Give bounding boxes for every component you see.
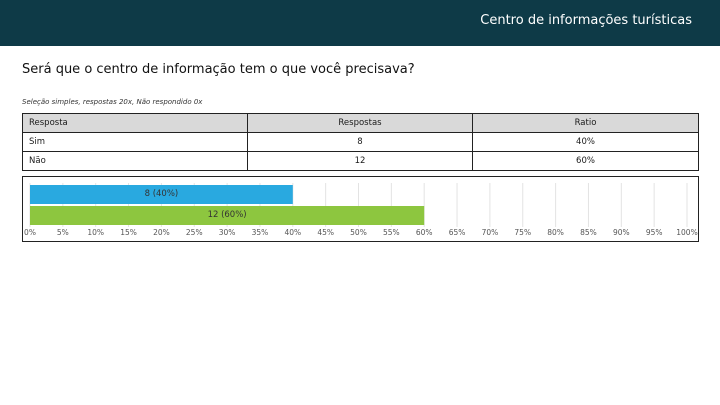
column-header-resposta: Resposta	[22, 113, 248, 133]
x-tick-label: 45%	[317, 228, 334, 237]
cell-answer: Não	[22, 151, 248, 171]
bar-data-label: 8 (40%)	[145, 189, 179, 199]
cell-count: 12	[247, 151, 473, 171]
x-tick-label: 20%	[153, 228, 170, 237]
header-title: Centro de informações turísticas	[480, 13, 692, 28]
x-tick-label: 55%	[383, 228, 400, 237]
x-tick-label: 40%	[284, 228, 301, 237]
response-summary: Seleção simples, respostas 20x, Não resp…	[22, 98, 203, 106]
header-bar: Centro de informações turísticas	[0, 0, 720, 46]
cell-ratio: 60%	[472, 151, 699, 171]
x-tick-label: 70%	[482, 228, 499, 237]
x-tick-label: 60%	[416, 228, 433, 237]
cell-answer: Sim	[22, 132, 248, 152]
cell-count: 8	[247, 132, 473, 152]
table-row: Não 12 60%	[22, 151, 699, 171]
bar-chart-svg: 8 (40%) 12 (60%) 0% 5% 10% 15% 20% 25% 30% 35% 40%…	[24, 183, 698, 237]
x-tick-label: 30%	[219, 228, 236, 237]
cell-ratio: 40%	[472, 132, 699, 152]
bar-data-label: 12 (60%)	[208, 210, 247, 220]
table-row: Sim 8 40%	[22, 132, 699, 152]
x-tick-label: 10%	[87, 228, 104, 237]
table-header-row: Resposta Respostas Ratio	[22, 113, 699, 133]
x-tick-label: 65%	[449, 228, 466, 237]
x-tick-label: 100%	[676, 228, 697, 237]
bar-nao	[30, 206, 425, 225]
x-tick-label: 5%	[57, 228, 69, 237]
bar-sim	[30, 185, 293, 204]
bar-chart: 8 (40%) 12 (60%) 0% 5% 10% 15% 20% 25% 30% 35% 40%…	[22, 176, 699, 242]
x-tick-label: 35%	[252, 228, 269, 237]
column-header-ratio: Ratio	[472, 113, 699, 133]
column-header-respostas: Respostas	[247, 113, 473, 133]
x-tick-label: 90%	[613, 228, 630, 237]
x-tick-label: 0%	[24, 228, 36, 237]
x-tick-label: 85%	[580, 228, 597, 237]
responses-table: Resposta Respostas Ratio Sim 8 40% Não 1…	[22, 113, 699, 171]
x-tick-label: 95%	[646, 228, 663, 237]
x-tick-label: 80%	[547, 228, 564, 237]
x-tick-label: 25%	[186, 228, 203, 237]
question-title: Será que o centro de informação tem o qu…	[22, 62, 415, 77]
x-tick-label: 50%	[350, 228, 367, 237]
x-tick-label: 75%	[514, 228, 531, 237]
x-tick-label: 15%	[120, 228, 137, 237]
